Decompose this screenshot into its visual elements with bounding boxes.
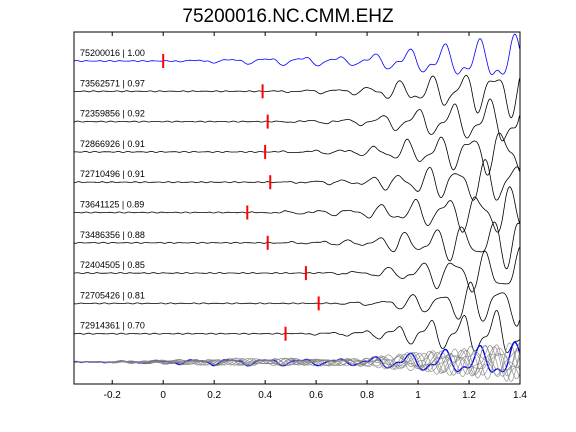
x-tick-label: 1.2 [462,390,476,401]
trace-label: 72710496 | 0.91 [80,169,145,179]
trace-label: 72705426 | 0.81 [80,290,145,300]
trace-label: 72914361 | 0.70 [80,321,145,331]
x-tick-label: 0.4 [258,390,272,401]
x-tick-label: 0.2 [207,390,221,401]
traces-layer: 75200016 | 1.00 73562571 | 0.97 72359856 |… [73,33,520,354]
trace-line [73,221,520,270]
x-axis: -0.2 0 0.2 0.4 0.6 0.8 1 1.2 1.4 [104,32,527,401]
stack-trace [73,345,520,380]
x-tick-label: 1.4 [513,390,527,401]
stack-trace [73,341,521,373]
trace-line [73,132,520,176]
stack-layer [73,341,521,382]
x-tick-label: -0.2 [104,390,122,401]
trace-label: 72359856 | 0.92 [80,109,145,119]
trace-line [73,247,520,293]
chart-title: 75200016.NC.CMM.EHZ [182,6,394,27]
trace-label: 73562571 | 0.97 [80,78,145,88]
trace-line [74,74,520,119]
trace-label: 73486356 | 0.88 [80,230,145,240]
trace-line [73,159,520,201]
trace-label: 75200016 | 1.00 [80,48,145,58]
plot-frame [73,31,521,385]
trace-line [74,186,520,233]
trace-label: 72404505 | 0.85 [80,260,145,270]
trace-line [73,98,520,142]
trace-line [73,281,520,327]
x-tick-label: 0 [160,390,166,401]
x-tick-label: 0.6 [309,390,323,401]
trace-label: 72866926 | 0.91 [80,139,145,149]
trace-line [73,33,520,76]
x-tick-label: 0.8 [360,390,374,401]
trace-label: 73641125 | 0.89 [80,200,144,210]
trace-line [73,310,520,354]
x-tick-label: 1 [415,390,421,401]
stack-trace [74,344,520,377]
